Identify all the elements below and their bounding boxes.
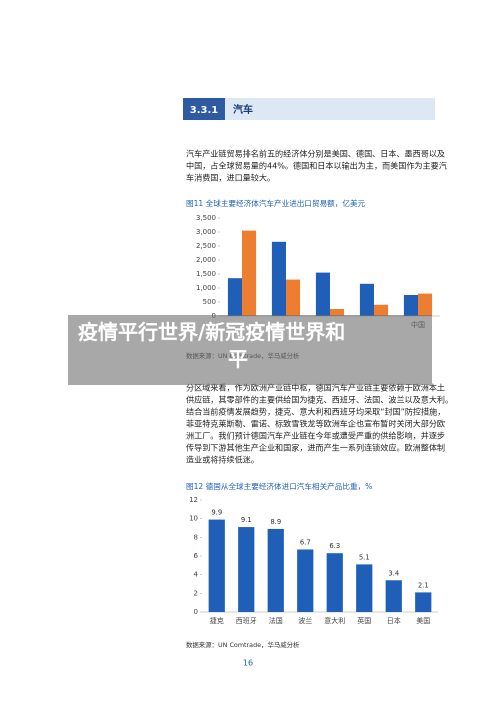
overlay-band — [68, 315, 432, 385]
x-tick-label: 西班牙 — [236, 616, 257, 625]
bar — [286, 279, 301, 316]
figure-caption: 图11 全球主要经济体汽车产业进出口贸易额，亿美元 — [186, 198, 366, 208]
figure-source: 数据来源：UN Comtrade，华马威分析 — [186, 640, 300, 649]
y-tick-label: 500 — [203, 298, 216, 306]
paragraph-line: 汽车产业链贸易排名前五的经济体分别是美国、德国、日本、墨西哥以及 — [186, 149, 445, 159]
bar — [415, 592, 432, 612]
data-label: 6.7 — [300, 538, 311, 546]
bar — [330, 309, 345, 316]
paragraph-line: 中国，占全球贸易量的44%。德国和日本以输出为主，而美国作为主要汽 — [186, 161, 447, 171]
x-tick-label: 波兰 — [298, 616, 312, 625]
bar — [208, 519, 225, 612]
bar — [271, 241, 286, 316]
paragraph-line: 造业或将持续低迷。 — [186, 455, 259, 465]
bar — [356, 564, 373, 612]
bar — [297, 549, 314, 612]
x-tick-label: 意大利 — [324, 616, 345, 625]
header-number: 3.3.1 — [190, 105, 219, 116]
data-label: 5.1 — [359, 553, 370, 561]
bar — [385, 580, 402, 612]
y-tick-label: 0 — [194, 608, 198, 616]
paragraph-line: 供应链，其零部件的主要供给国为捷克、西班牙、法国、波兰以及意大利。 — [186, 395, 453, 405]
y-tick-label: 2,000 — [196, 256, 216, 264]
bar — [238, 527, 255, 612]
paragraph-line: 菲亚特克莱斯勒、雷诺、标致雪铁龙等欧洲车企也宣布暂时关闭大部分欧 — [186, 419, 445, 429]
paragraph-line: 传导到下游其他生产企业和国家，进而产生一系列连锁效应。欧洲整体制 — [186, 443, 445, 453]
y-tick-label: 8 — [194, 533, 198, 541]
x-tick-label: 法国 — [269, 616, 283, 625]
data-label: 2.1 — [418, 581, 429, 589]
overlay-title: 疫情平行世界/新冠疫情世界和平 — [78, 320, 345, 371]
bar — [242, 230, 257, 316]
x-tick-label: 日本 — [387, 616, 401, 625]
y-tick-label: 4 — [194, 571, 199, 579]
data-label: 8.9 — [270, 518, 281, 526]
bar — [227, 278, 242, 316]
y-tick-label: 1,000 — [196, 284, 216, 292]
y-tick-label: 1,500 — [196, 270, 216, 278]
paragraph-line: 结合当前疫情发展趋势，捷克、意大利和西班牙均采取“封国”防控措施， — [186, 407, 445, 417]
bar — [374, 304, 389, 316]
bar — [326, 553, 343, 612]
page-number: 16 — [243, 659, 253, 668]
paragraph-line: 车消费国，进口量较大。 — [186, 173, 275, 183]
paragraph-line: 洲工厂。我们预计德国汽车产业链在今年或遭受严重的供给影响，并逐步 — [186, 431, 445, 441]
x-tick-label: 美国 — [416, 616, 430, 625]
y-tick-label: 3,500 — [196, 214, 216, 222]
data-label: 9.9 — [211, 509, 222, 517]
header-bar — [225, 98, 435, 120]
header-number-box — [183, 98, 225, 120]
header-title: 汽车 — [233, 103, 253, 116]
y-tick-label: 3,000 — [196, 228, 216, 236]
bar — [418, 293, 433, 316]
y-tick-label: 12 — [189, 496, 198, 504]
bar — [267, 528, 284, 612]
x-tick-label: 英国 — [357, 616, 371, 625]
paragraph-line: 分区域来看，作为欧洲产业链中枢，德国汽车产业链主要依赖于欧洲本土 — [186, 383, 445, 393]
bar — [403, 295, 418, 316]
data-label: 6.3 — [329, 542, 340, 550]
bar — [359, 283, 374, 316]
figure-caption: 图12 德国从全球主要经济体进口汽车相关产品比重，% — [186, 481, 372, 491]
y-tick-label: 6 — [194, 552, 199, 560]
bar — [315, 272, 330, 316]
y-tick-label: 2,500 — [196, 242, 216, 250]
y-tick-label: 2 — [194, 589, 198, 597]
x-tick-label: 捷克 — [210, 616, 224, 625]
y-tick-label: 10 — [189, 515, 198, 523]
data-label: 3.4 — [388, 569, 399, 577]
data-label: 9.1 — [241, 516, 252, 524]
